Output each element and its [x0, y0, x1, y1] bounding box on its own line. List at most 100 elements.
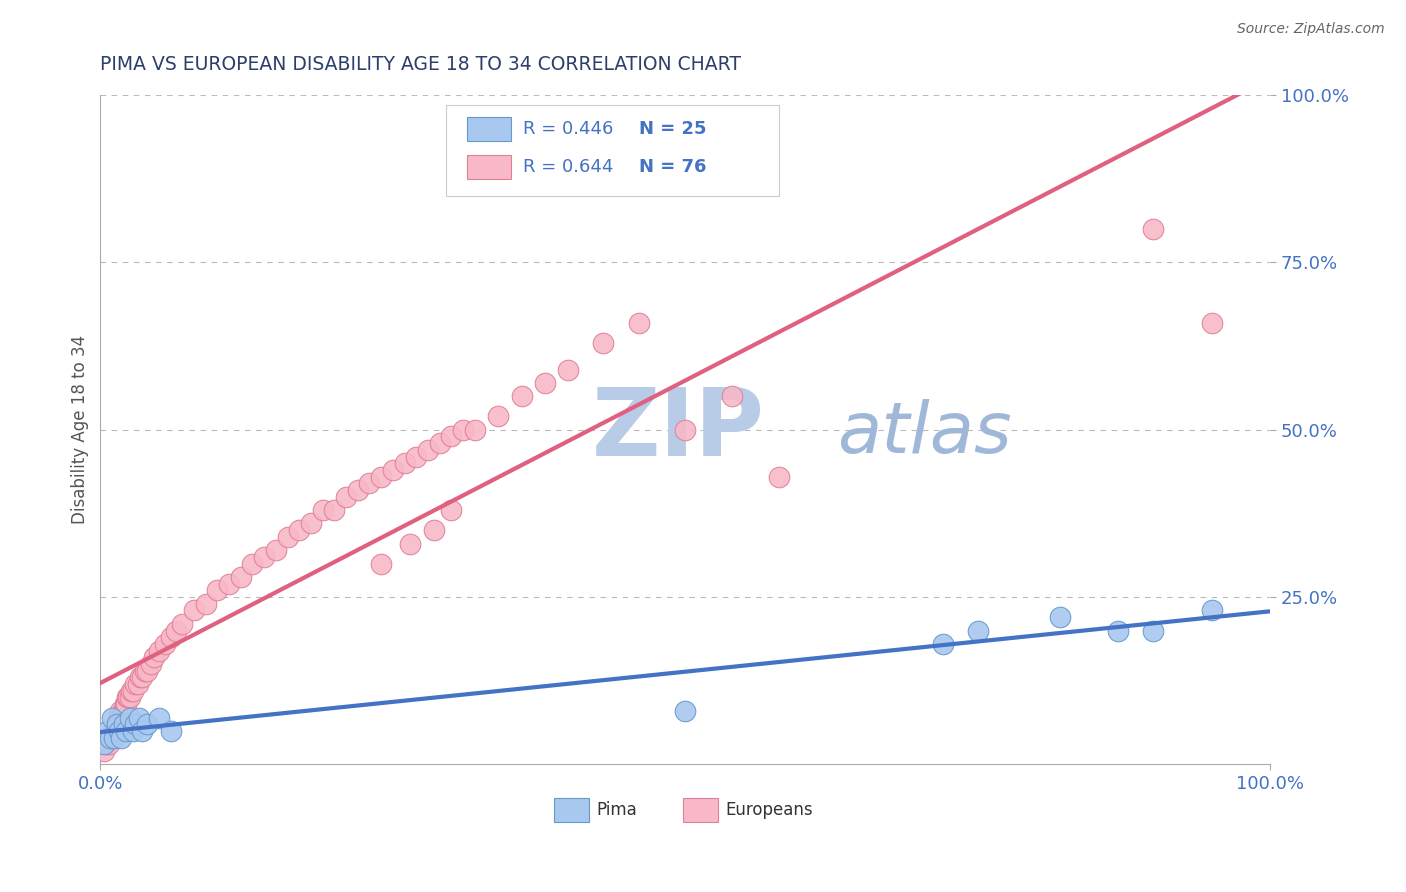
Point [122, 723, 145, 738]
Point [112, 704, 135, 718]
Point [108, 723, 131, 738]
Point [122, 683, 145, 698]
Point [299, 516, 322, 531]
Point [510, 389, 533, 403]
Point [96, 737, 118, 751]
Text: R = 0.446: R = 0.446 [523, 120, 613, 137]
Point [103, 723, 125, 738]
Point [721, 389, 744, 403]
Point [159, 723, 181, 738]
Point [932, 637, 955, 651]
Point [110, 710, 132, 724]
Point [673, 423, 696, 437]
Point [104, 717, 127, 731]
Bar [467, 117, 510, 141]
Point [110, 704, 132, 718]
Point [194, 597, 217, 611]
Point [124, 677, 146, 691]
Point [229, 570, 252, 584]
Point [153, 637, 176, 651]
Point [399, 536, 422, 550]
Point [440, 429, 463, 443]
Point [1142, 222, 1164, 236]
Point [370, 557, 392, 571]
Point [486, 409, 509, 424]
Point [311, 503, 333, 517]
Point [93, 737, 115, 751]
Point [242, 557, 264, 571]
Point [416, 442, 439, 457]
Point [97, 737, 120, 751]
Point [346, 483, 368, 497]
Point [136, 664, 159, 678]
Point [172, 616, 194, 631]
Bar [554, 797, 589, 822]
Point [451, 423, 474, 437]
Point [136, 717, 159, 731]
Point [218, 576, 240, 591]
Point [100, 731, 122, 745]
Point [108, 710, 131, 724]
Point [207, 583, 229, 598]
Text: Europeans: Europeans [725, 801, 813, 819]
Text: R = 0.644: R = 0.644 [523, 159, 613, 177]
Point [134, 664, 156, 678]
Point [1142, 624, 1164, 638]
Point [103, 731, 125, 745]
Text: PIMA VS EUROPEAN DISABILITY AGE 18 TO 34 CORRELATION CHART: PIMA VS EUROPEAN DISABILITY AGE 18 TO 34… [100, 55, 741, 74]
Point [159, 630, 181, 644]
Text: N = 25: N = 25 [638, 120, 706, 137]
Point [1201, 316, 1223, 330]
Point [967, 624, 990, 638]
Point [129, 670, 152, 684]
FancyBboxPatch shape [446, 105, 779, 195]
Text: Source: ZipAtlas.com: Source: ZipAtlas.com [1237, 22, 1385, 37]
Point [1107, 624, 1129, 638]
Point [277, 530, 299, 544]
Point [323, 503, 346, 517]
Point [103, 723, 125, 738]
Point [253, 549, 276, 564]
Point [131, 723, 153, 738]
Point [118, 710, 141, 724]
Point [101, 710, 124, 724]
Point [394, 456, 416, 470]
Point [96, 723, 118, 738]
Point [105, 717, 128, 731]
Point [440, 503, 463, 517]
Point [768, 469, 790, 483]
Point [148, 710, 170, 724]
Point [627, 316, 650, 330]
Text: ZIP: ZIP [592, 384, 765, 475]
Point [359, 476, 381, 491]
Point [673, 704, 696, 718]
Point [429, 436, 451, 450]
Point [165, 624, 187, 638]
Point [115, 697, 138, 711]
Point [264, 543, 287, 558]
Point [592, 335, 614, 350]
Point [183, 603, 205, 617]
Point [110, 731, 132, 745]
Point [464, 423, 486, 437]
Point [118, 690, 141, 705]
Point [534, 376, 557, 390]
Point [288, 523, 311, 537]
Point [101, 731, 124, 745]
Point [128, 710, 150, 724]
Point [120, 683, 142, 698]
Point [381, 463, 404, 477]
Point [93, 744, 115, 758]
Y-axis label: Disability Age 18 to 34: Disability Age 18 to 34 [72, 335, 89, 524]
Point [124, 717, 146, 731]
Point [423, 523, 446, 537]
Bar [683, 797, 718, 822]
Point [114, 697, 136, 711]
Point [143, 650, 166, 665]
Point [148, 643, 170, 657]
Point [98, 731, 121, 745]
Point [557, 362, 579, 376]
Text: N = 76: N = 76 [638, 159, 706, 177]
Point [112, 717, 135, 731]
Point [1049, 610, 1071, 624]
